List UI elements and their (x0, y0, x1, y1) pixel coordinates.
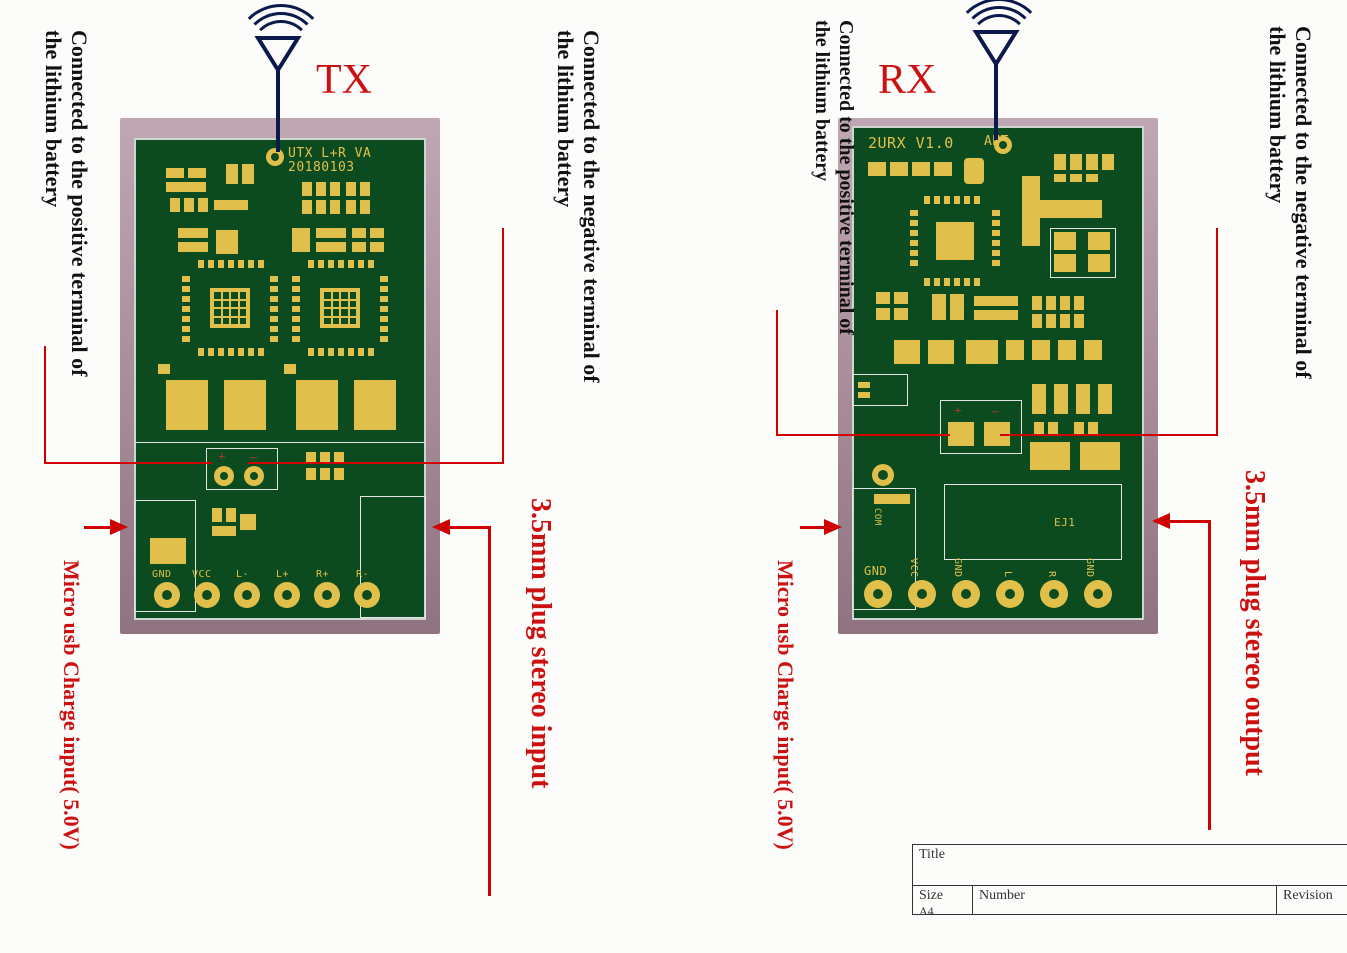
tx-bigpad-left (166, 380, 266, 430)
tx-antenna-icon (248, 0, 308, 150)
titleblock-number-label: Number (979, 888, 1025, 903)
tx-pin-label-1: VCC (192, 569, 212, 580)
tx-lead-plug (448, 526, 488, 529)
rx-label-plug: 3.5mm plug stereo output (1238, 470, 1270, 776)
titleblock-size-value: A4 (919, 904, 934, 918)
tx-pin-label-2: L- (236, 569, 249, 580)
rx-label-pos-terminal: Connected to the positive terminal of th… (810, 20, 858, 335)
rx-pin-label-1: VCC (908, 558, 919, 578)
rx-pin-label-4: R (1046, 571, 1057, 578)
tx-antenna-via (266, 148, 284, 166)
tx-bigpad-right (296, 380, 396, 430)
tx-arrow-plug (432, 519, 450, 535)
rx-pin-label-5: GND (1084, 558, 1095, 578)
rx-pin-label-0: GND (864, 564, 887, 578)
tx-pin-label-3: L+ (276, 569, 289, 580)
rx-pin-label-2: GND (952, 558, 963, 578)
rx-batt-plus: + (954, 404, 962, 420)
tx-batt-pad-pos (214, 466, 234, 486)
tx-label-plug: 3.5mm plug stereo input (524, 498, 556, 788)
tx-ic-right (300, 268, 380, 348)
rx-lead-pos (776, 310, 778, 436)
rx-module: 2URX V1.0 ANT (838, 118, 1158, 634)
rx-lead-usb (800, 526, 826, 529)
rx-lead-neg (1216, 228, 1218, 436)
rx-label-neg-terminal: Connected to the negative terminal of th… (1264, 26, 1316, 379)
tx-pcb: UTX L+R VA 20180103 (134, 138, 426, 620)
rx-silk-line1: 2URX V1.0 (868, 134, 954, 152)
tx-module: UTX L+R VA 20180103 (120, 118, 440, 634)
rx-left-via (872, 464, 894, 486)
rx-batt-minus: – (992, 404, 1000, 420)
rx-label-usb: Micro usb Charge input( 5.0V) (772, 560, 798, 850)
tx-label-usb: Micro usb Charge input( 5.0V) (58, 560, 84, 850)
tx-label-neg-terminal: Connected to the negative terminal of th… (552, 30, 604, 383)
tx-lead-neg (502, 228, 504, 464)
rx-pcb: 2URX V1.0 ANT (852, 126, 1144, 620)
rx-lead-plug (1168, 520, 1208, 523)
title-block: Title Size A4 Number Revision (912, 844, 1347, 915)
tx-usb-pad (150, 538, 186, 564)
titleblock-revision-label: Revision (1283, 888, 1333, 903)
rx-jack-ref: EJ1 (1054, 516, 1075, 529)
tx-pin-label-0: GND (152, 569, 172, 580)
tx-title: TX (316, 56, 372, 104)
rx-title: RX (878, 56, 936, 104)
titleblock-title-label: Title (919, 847, 945, 862)
tx-arrow-usb (110, 519, 128, 535)
tx-pin-label-4: R+ (316, 569, 329, 580)
rx-arrow-usb (824, 519, 842, 535)
rx-ic-rf (918, 204, 992, 278)
tx-silk-line2: 20180103 (288, 160, 355, 175)
tx-batt-pad-neg (244, 466, 264, 486)
rx-batt-pad-pos (948, 422, 974, 446)
rx-k-silk (852, 374, 908, 406)
rx-arrow-plug (1152, 513, 1170, 529)
tx-batt-plus: + (218, 450, 226, 466)
titleblock-size-label: Size (919, 888, 943, 903)
rx-pin-label-3: L (1002, 571, 1013, 578)
tx-lead-usb (84, 526, 112, 529)
diagram-stage: UTX L+R VA 20180103 (0, 0, 1347, 953)
tx-silk-line (136, 442, 424, 443)
tx-label-pos-terminal: Connected to the positive terminal of th… (40, 30, 92, 376)
rx-antenna-icon (966, 0, 1026, 144)
rx-jack-silk (944, 484, 1122, 560)
tx-lead-pos (44, 346, 46, 464)
tx-pin-label-5: R- (356, 569, 369, 580)
tx-ic-left (190, 268, 270, 348)
